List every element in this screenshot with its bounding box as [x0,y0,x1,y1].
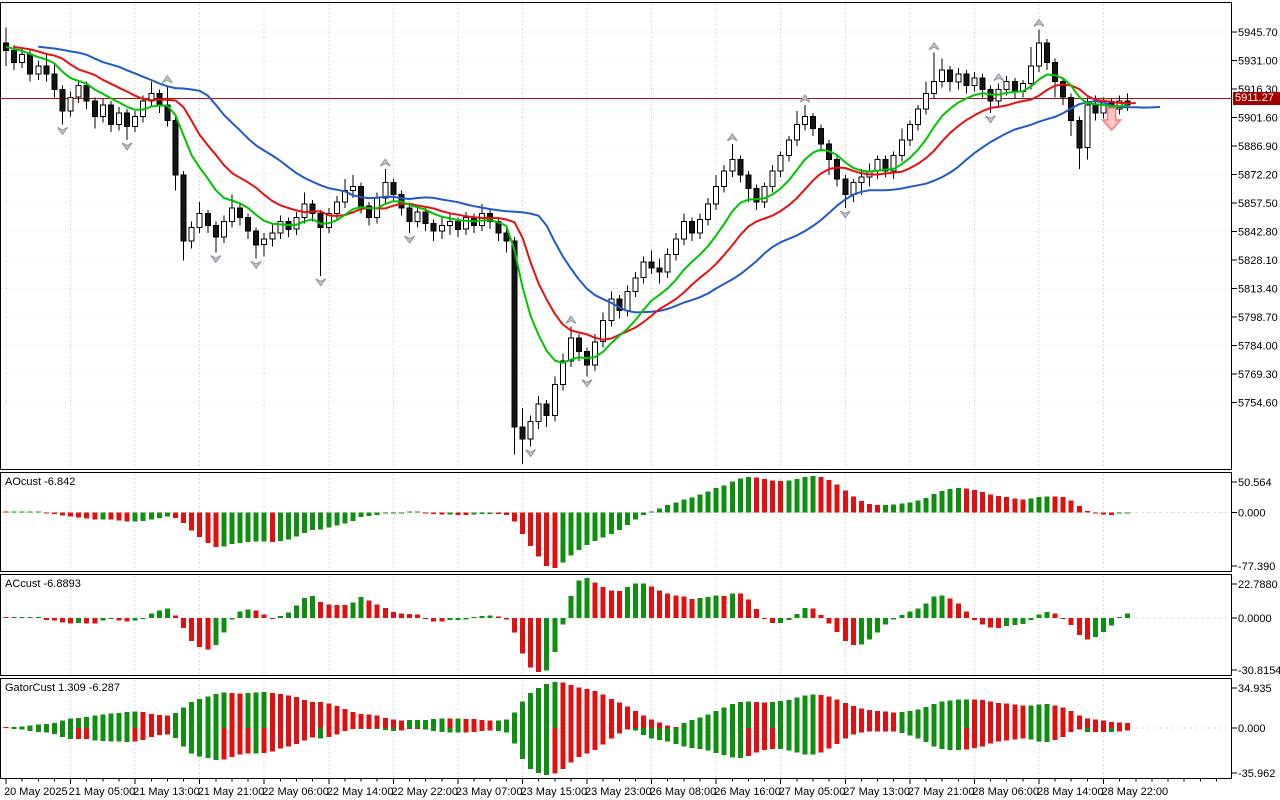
ao-indicator-label: AOcust -6.842 [5,476,76,488]
svg-text:22.7880: 22.7880 [1238,579,1278,591]
svg-text:27 May 13:00: 27 May 13:00 [843,786,910,798]
svg-text:5872.20: 5872.20 [1238,170,1278,182]
ac-indicator-label: ACcust -6.8893 [5,578,81,590]
svg-text:-77.390: -77.390 [1238,561,1275,573]
svg-text:23 May 15:00: 23 May 15:00 [521,786,588,798]
svg-text:26 May 08:00: 26 May 08:00 [650,786,717,798]
ac-indicator-pane[interactable] [0,574,1232,676]
svg-text:28 May 14:00: 28 May 14:00 [1037,786,1104,798]
gator-indicator-label: GatorCust 1.309 -6.287 [5,682,120,694]
svg-text:21 May 21:00: 21 May 21:00 [198,786,265,798]
svg-text:27 May 05:00: 27 May 05:00 [779,786,846,798]
svg-text:34.935: 34.935 [1238,683,1272,695]
svg-text:5945.70: 5945.70 [1238,27,1278,39]
svg-text:50.564: 50.564 [1238,477,1272,489]
svg-text:20 May 2025: 20 May 2025 [4,786,68,798]
svg-text:27 May 21:00: 27 May 21:00 [908,786,975,798]
svg-text:5798.70: 5798.70 [1238,312,1278,324]
svg-text:0.000: 0.000 [1238,723,1266,735]
main-chart-pane[interactable] [0,2,1232,470]
time-axis[interactable]: 20 May 2025 21 May 05:00 21 May 13:00 21 Ma… [0,779,1280,800]
svg-text:5813.40: 5813.40 [1238,284,1278,296]
svg-text:22 May 06:00: 22 May 06:00 [262,786,329,798]
svg-text:5828.10: 5828.10 [1238,255,1278,267]
svg-text:0.000: 0.000 [1238,507,1266,519]
svg-text:5784.00: 5784.00 [1238,341,1278,353]
svg-text:28 May 22:00: 28 May 22:00 [1102,786,1169,798]
svg-text:5901.60: 5901.60 [1238,113,1278,125]
svg-text:-35.962: -35.962 [1238,768,1275,780]
svg-text:22 May 14:00: 22 May 14:00 [327,786,394,798]
svg-text:5886.90: 5886.90 [1238,141,1278,153]
svg-text:5842.80: 5842.80 [1238,227,1278,239]
svg-text:-30.8154: -30.8154 [1238,665,1280,677]
price-axis[interactable]: 5945.70 5931.00 5916.30 5901.60 5886.90 5872.… [1232,0,1280,800]
current-price-tag: 5911.27 [1233,92,1280,105]
svg-text:23 May 07:00: 23 May 07:00 [456,786,523,798]
svg-text:21 May 13:00: 21 May 13:00 [133,786,200,798]
svg-text:5931.00: 5931.00 [1238,55,1278,67]
svg-text:23 May 23:00: 23 May 23:00 [585,786,652,798]
svg-text:21 May 05:00: 21 May 05:00 [69,786,136,798]
gator-indicator-pane[interactable] [0,678,1232,779]
svg-text:28 May 06:00: 28 May 06:00 [972,786,1039,798]
svg-text:26 May 16:00: 26 May 16:00 [714,786,781,798]
svg-text:22 May 22:00: 22 May 22:00 [391,786,458,798]
svg-text:0.0000: 0.0000 [1238,613,1272,625]
svg-text:5769.30: 5769.30 [1238,369,1278,381]
svg-text:5754.60: 5754.60 [1238,398,1278,410]
svg-text:5857.50: 5857.50 [1238,198,1278,210]
ao-indicator-pane[interactable] [0,472,1232,572]
